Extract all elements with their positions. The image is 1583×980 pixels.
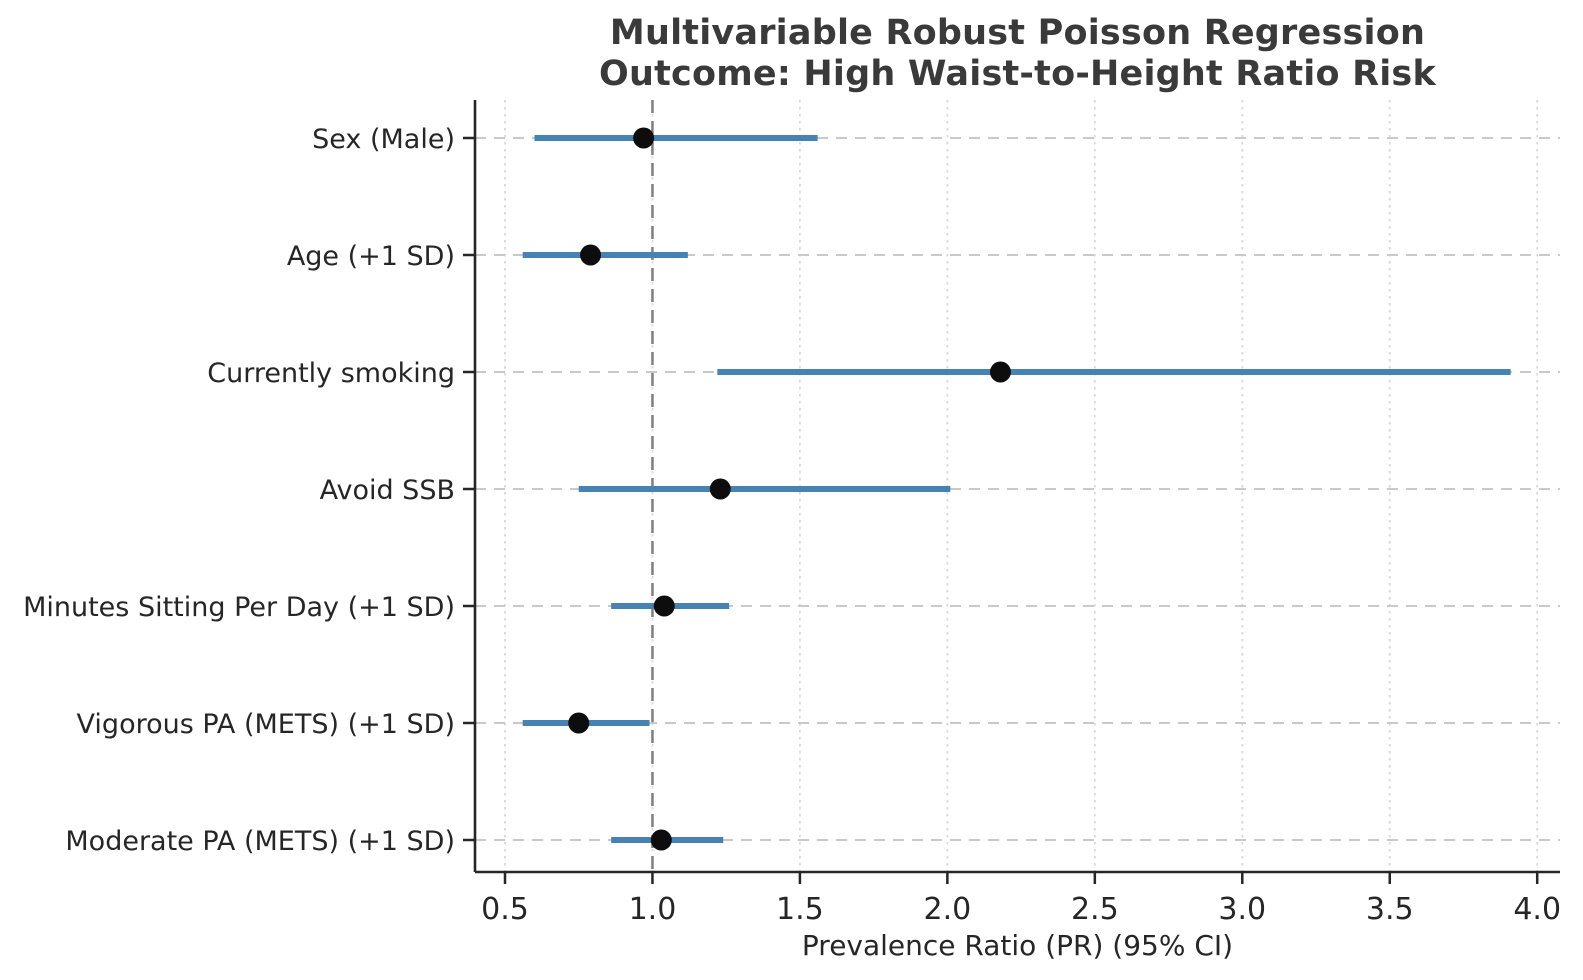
y-category-label: Sex (Male) (312, 124, 455, 155)
point-estimate-marker (580, 244, 602, 266)
x-tick-label: 2.5 (1071, 892, 1119, 927)
chart-title: Multivariable Robust Poisson Regression … (475, 13, 1560, 95)
y-category-label: Currently smoking (207, 358, 455, 389)
x-tick-label: 3.0 (1218, 892, 1266, 927)
x-tick-label: 0.5 (481, 892, 529, 927)
point-estimate-marker (633, 127, 655, 149)
chart-title-line-1: Multivariable Robust Poisson Regression (609, 13, 1426, 53)
chart-title-line-2: Outcome: High Waist-to-Height Ratio Risk (599, 54, 1436, 94)
x-tick-label: 1.5 (776, 892, 824, 927)
x-tick-label: 4.0 (1513, 892, 1561, 927)
y-category-label: Vigorous PA (METS) (+1 SD) (77, 709, 455, 740)
point-estimate-marker (653, 595, 675, 617)
point-estimate-marker (709, 478, 731, 500)
x-axis-label: Prevalence Ratio (PR) (95% CI) (801, 929, 1234, 962)
point-estimate-marker (568, 712, 590, 734)
y-category-label: Avoid SSB (320, 475, 455, 506)
y-category-label: Moderate PA (METS) (+1 SD) (65, 826, 455, 857)
x-tick-label: 1.0 (629, 892, 677, 927)
y-category-label: Age (+1 SD) (287, 241, 455, 272)
x-tick-label: 3.5 (1366, 892, 1414, 927)
y-category-label: Minutes Sitting Per Day (+1 SD) (23, 592, 455, 623)
point-estimate-marker (989, 361, 1011, 383)
x-tick-label: 2.0 (924, 892, 972, 927)
point-estimate-marker (650, 829, 672, 851)
